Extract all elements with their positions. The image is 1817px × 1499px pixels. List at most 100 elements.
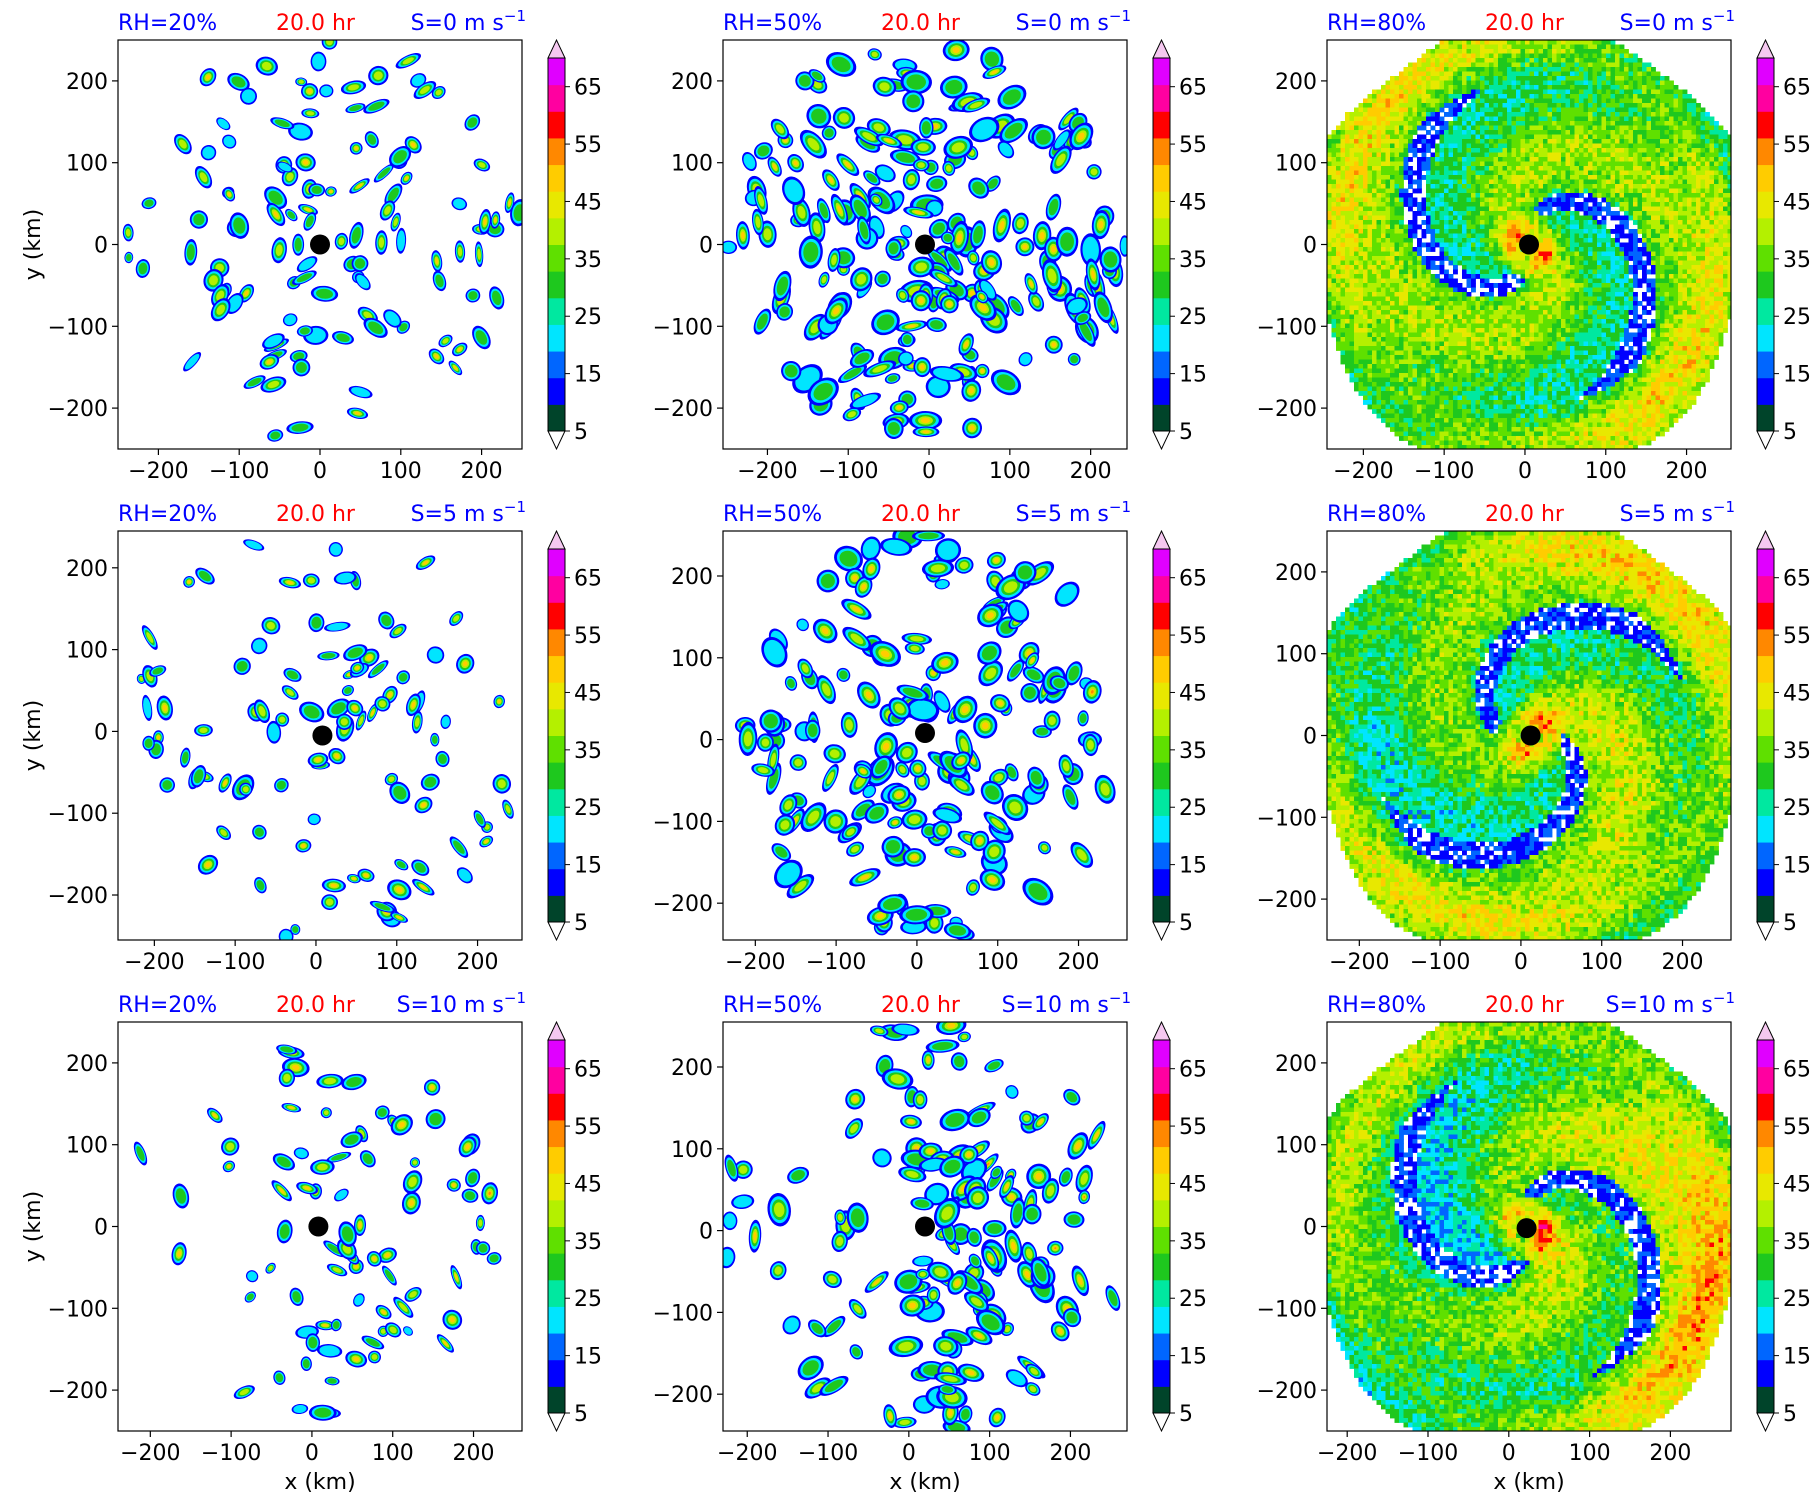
colorbar-segment [548, 1227, 565, 1254]
colorbar-extend-max [1153, 531, 1170, 549]
colorbar-segment [548, 1333, 565, 1360]
colorbar-extend-min [1153, 431, 1170, 449]
x-tick-label: 0 [1502, 1441, 1516, 1466]
colorbar-tick-label: 15 [574, 854, 602, 879]
colorbar-segment [1757, 271, 1774, 298]
colorbar-extend-min [548, 431, 565, 449]
colorbar-tick-label: 55 [1179, 133, 1207, 158]
colorbar-tick-label: 25 [1783, 1287, 1811, 1312]
colorbar-tick-label: 5 [1783, 420, 1797, 445]
colorbar-segment [1153, 869, 1170, 896]
colorbar-tick-label: 5 [1783, 1402, 1797, 1427]
colorbar-segment [548, 1067, 565, 1094]
colorbar: 5 15 25 35 45 55 65 [1153, 1022, 1207, 1431]
colorbar-segment [1153, 895, 1170, 922]
colorbar-extend-min [548, 922, 565, 940]
rh-label: RH=20% [118, 11, 217, 36]
x-tick-label: 100 [380, 459, 422, 484]
x-tick-label: 200 [1058, 950, 1100, 975]
shear-label: S=0 m s−1 [411, 7, 526, 36]
colorbar-segment [548, 271, 565, 298]
colorbar-segment [1757, 1333, 1774, 1360]
colorbar-extend-max [1757, 531, 1774, 549]
y-tick-label: 0 [699, 1220, 713, 1245]
colorbar-tick-label: 45 [574, 190, 602, 215]
colorbar-segment [1153, 602, 1170, 629]
colorbar-segment [548, 58, 565, 85]
colorbar: 5 15 25 35 45 55 65 [1757, 1022, 1811, 1431]
colorbar-tick-label: 35 [1783, 1230, 1811, 1255]
y-tick-label: 100 [1275, 1134, 1317, 1159]
panel-i: −200 −100 0 100 200−200−1000100200RH=80% 20.0… [1257, 989, 1811, 1495]
shear-label: S=0 m s−1 [1016, 7, 1131, 36]
y-tick-label: −200 [653, 892, 713, 917]
panel-h: −200 −100 0 100 200 −200 −100 0 100 200 RH=50% 20.0… [653, 989, 1207, 1495]
rh-label: RH=50% [723, 502, 822, 527]
colorbar-segment [1153, 191, 1170, 218]
colorbar-tick-label: 45 [1179, 1172, 1207, 1197]
colorbar-segment [548, 1040, 565, 1067]
colorbar: 5 15 25 35 45 55 65 [1757, 40, 1811, 449]
colorbar-segment [1153, 404, 1170, 431]
colorbar-tick-label: 15 [1783, 854, 1811, 879]
colorbar-tick-label: 25 [1783, 796, 1811, 821]
colorbar-segment [1153, 682, 1170, 709]
colorbar-segment [1757, 1386, 1774, 1413]
rh-label: RH=80% [1327, 11, 1426, 36]
colorbar-extend-min [1153, 922, 1170, 940]
colorbar-segment [548, 1173, 565, 1200]
x-tick-label: −200 [737, 459, 797, 484]
colorbar-segment [548, 789, 565, 816]
colorbar-tick-label: 25 [1179, 796, 1207, 821]
colorbar-segment [1153, 1173, 1170, 1200]
colorbar-extend-max [548, 1022, 565, 1040]
colorbar-tick-label: 25 [574, 1287, 602, 1312]
colorbar-segment [1757, 1253, 1774, 1280]
colorbar-segment [548, 1386, 565, 1413]
colorbar-segment [1153, 656, 1170, 683]
y-tick-label: 100 [671, 647, 713, 672]
shear-label: S=5 m s−1 [411, 498, 526, 527]
y-axis-label: y (km) [21, 700, 46, 771]
colorbar-segment [1757, 815, 1774, 842]
y-tick-label: −100 [653, 1301, 713, 1326]
colorbar-tick-label: 65 [574, 567, 602, 592]
colorbar-tick-label: 25 [574, 796, 602, 821]
colorbar-segment [1757, 1120, 1774, 1147]
storm-center-marker [312, 726, 332, 746]
colorbar-segment [1153, 1227, 1170, 1254]
colorbar-segment [548, 378, 565, 405]
colorbar-tick-label: 35 [574, 1230, 602, 1255]
colorbar-segment [548, 549, 565, 576]
colorbar-segment [1153, 1333, 1170, 1360]
colorbar-segment [548, 629, 565, 656]
colorbar-tick-label: 55 [574, 133, 602, 158]
colorbar-tick-label: 45 [574, 1172, 602, 1197]
colorbar-segment [1757, 138, 1774, 165]
colorbar-segment [548, 1093, 565, 1120]
colorbar-tick-label: 45 [1179, 190, 1207, 215]
y-tick-label: −100 [1257, 315, 1317, 340]
shear-label: S=10 m s−1 [1606, 989, 1735, 1018]
x-tick-label: −200 [128, 459, 188, 484]
x-tick-label: 200 [457, 950, 499, 975]
colorbar-segment [1757, 1280, 1774, 1307]
colorbar-tick-label: 35 [1179, 248, 1207, 273]
y-tick-label: −100 [653, 315, 713, 340]
y-tick-label: 200 [1275, 70, 1317, 95]
colorbar-segment [1757, 789, 1774, 816]
y-tick-label: 0 [1303, 1216, 1317, 1241]
colorbar-segment [1757, 1067, 1774, 1094]
colorbar-segment [1757, 736, 1774, 763]
colorbar-extend-max [1153, 1022, 1170, 1040]
colorbar-segment [548, 1200, 565, 1227]
y-tick-label: −100 [48, 315, 108, 340]
shear-label: S=5 m s−1 [1016, 498, 1131, 527]
x-tick-label: −100 [798, 1441, 858, 1466]
time-label: 20.0 hr [881, 502, 961, 527]
colorbar-segment [1153, 1147, 1170, 1174]
colorbar-segment [548, 165, 565, 192]
colorbar-segment [548, 218, 565, 245]
colorbar-segment [1153, 378, 1170, 405]
colorbar-segment [548, 1280, 565, 1307]
